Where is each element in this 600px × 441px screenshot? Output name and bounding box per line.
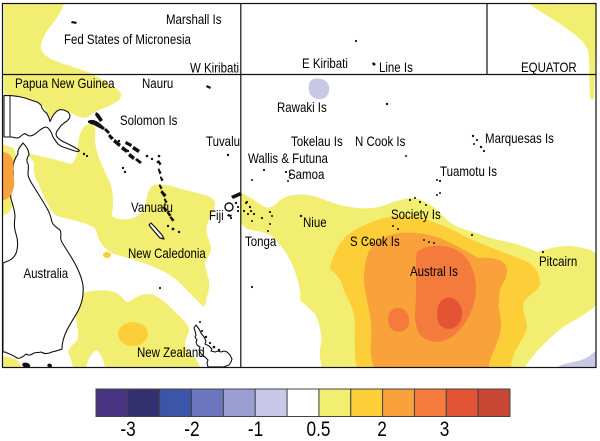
svg-text:S Cook Is: S Cook Is	[350, 233, 400, 249]
svg-text:W Kiribati: W Kiribati	[190, 59, 239, 75]
svg-text:Niue: Niue	[303, 214, 327, 230]
svg-text:-2: -2	[184, 419, 199, 441]
svg-text:EQUATOR: EQUATOR	[521, 59, 577, 75]
svg-text:Australia: Australia	[24, 265, 69, 281]
svg-text:Solomon Is: Solomon Is	[120, 112, 177, 128]
svg-text:-1: -1	[248, 419, 263, 441]
svg-text:Papua New Guinea: Papua New Guinea	[15, 75, 115, 91]
svg-text:Fed States of Micronesia: Fed States of Micronesia	[64, 31, 192, 47]
svg-text:Nauru: Nauru	[142, 75, 173, 91]
svg-text:Tuamotu Is: Tuamotu Is	[440, 163, 497, 179]
svg-text:N Cook Is: N Cook Is	[355, 133, 405, 149]
svg-text:Wallis & Futuna: Wallis & Futuna	[248, 150, 329, 166]
svg-text:New Caledonia: New Caledonia	[128, 245, 207, 261]
svg-text:2: 2	[377, 419, 387, 441]
svg-text:0.5: 0.5	[307, 419, 331, 441]
svg-text:-3: -3	[120, 419, 135, 441]
svg-text:Tuvalu: Tuvalu	[206, 133, 240, 149]
svg-text:3: 3	[440, 419, 450, 441]
svg-text:Samoa: Samoa	[288, 166, 325, 182]
svg-text:Line Is: Line Is	[379, 59, 413, 75]
svg-text:New Zealand: New Zealand	[137, 344, 205, 360]
svg-text:Austral Is: Austral Is	[410, 263, 458, 279]
svg-text:Pitcairn: Pitcairn	[539, 253, 577, 269]
svg-text:Fiji: Fiji	[209, 207, 224, 223]
svg-text:E Kiribati: E Kiribati	[302, 55, 348, 71]
svg-text:Tokelau Is: Tokelau Is	[291, 133, 343, 149]
svg-text:Marquesas Is: Marquesas Is	[485, 130, 554, 146]
svg-text:Society Is: Society Is	[391, 206, 441, 222]
svg-text:Marshall Is: Marshall Is	[166, 11, 221, 27]
svg-text:Rawaki Is: Rawaki Is	[277, 99, 327, 115]
svg-text:Vanuatu: Vanuatu	[131, 199, 173, 215]
svg-text:Tonga: Tonga	[245, 233, 277, 249]
